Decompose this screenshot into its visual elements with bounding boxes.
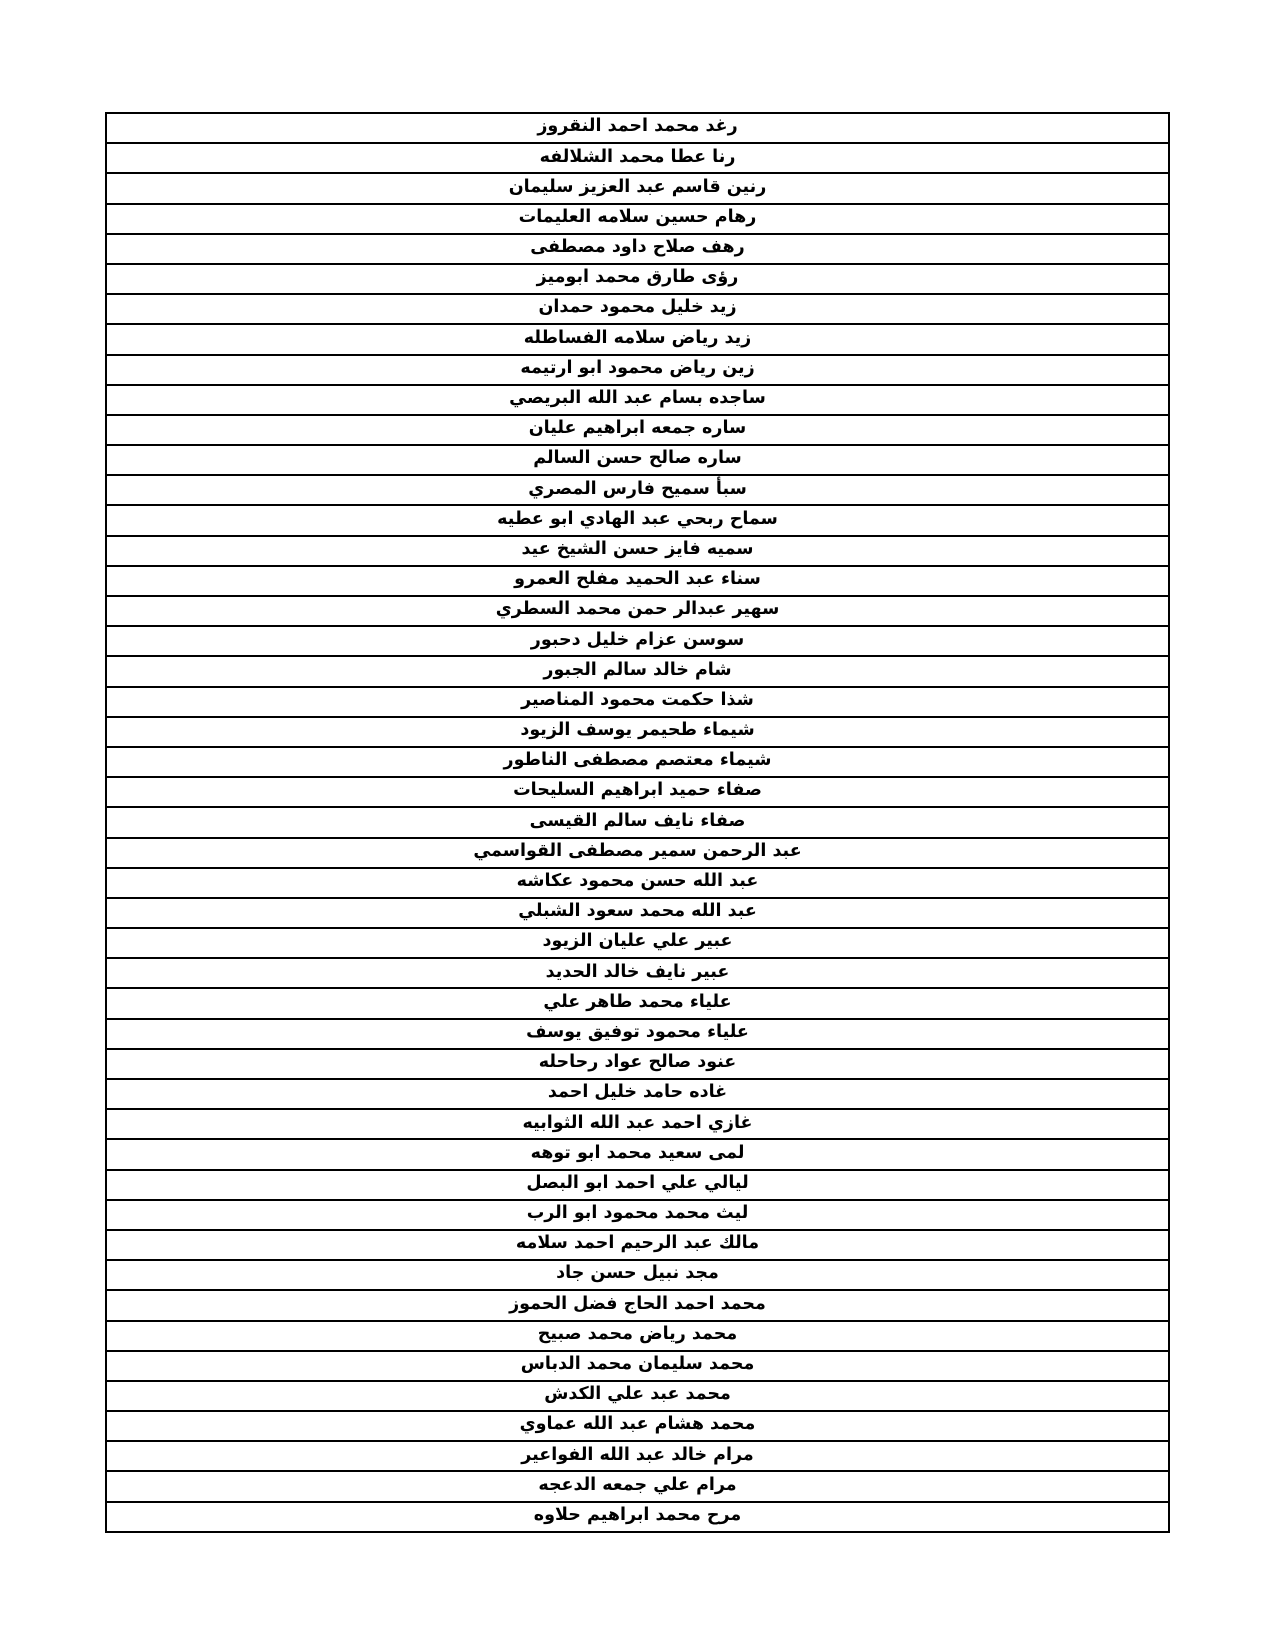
name-cell: رهف صلاح داود مصطفى	[530, 237, 745, 258]
table-row: زيد خليل محمود حمدان	[107, 293, 1168, 323]
table-row: سميه فايز حسن الشيخ عيد	[107, 534, 1168, 565]
name-cell: غازي احمد عبد الله الثوابيه	[522, 1112, 753, 1133]
table-row: شام خالد سالم الجبور	[107, 655, 1168, 685]
table-row: مالك عبد الرحيم احمد سلامه	[107, 1228, 1168, 1259]
table-row: ساره جمعه ابراهيم عليان	[107, 413, 1168, 444]
table-row: رنا عطا محمد الشلالفه	[107, 142, 1168, 172]
name-cell: صفاء حميد ابراهيم السليحات	[513, 780, 762, 801]
name-cell: صفاء نايف سالم القيسى	[529, 810, 746, 831]
table-row: سهير عبدالر حمن محمد السطري	[107, 595, 1168, 625]
name-cell: مالك عبد الرحيم احمد سلامه	[515, 1233, 760, 1254]
name-cell: محمد سليمان محمد الدباس	[520, 1354, 755, 1375]
table-row: مجد نبيل حسن جاد	[107, 1259, 1168, 1289]
name-cell: سوسن عزام خليل دحبور	[530, 629, 745, 650]
name-cell: عبد الله محمد سعود الشبلي	[518, 901, 757, 922]
table-row: عبد الله حسن محمود عكاشه	[107, 866, 1168, 897]
name-cell: ساره صالح حسن السالم	[533, 448, 742, 469]
table-row: رهام حسين سلامه العليمات	[107, 202, 1168, 233]
name-cell: سماح ربحي عبد الهادي ابو عطيه	[497, 508, 778, 529]
table-row: لمى سعيد محمد ابو توهه	[107, 1138, 1168, 1168]
name-cell: ساجده بسام عبد الله البريصي	[509, 388, 766, 409]
table-row: زين رياض محمود ابو ارتيمه	[107, 353, 1168, 384]
table-row: زيد رياض سلامه الفساطله	[107, 323, 1168, 353]
name-cell: مجد نبيل حسن جاد	[556, 1263, 719, 1284]
name-cell: زين رياض محمود ابو ارتيمه	[520, 357, 755, 378]
table-row: علياء محمد طاهر علي	[107, 987, 1168, 1017]
name-cell: محمد عبد علي الكدش	[544, 1384, 731, 1405]
table-row: محمد عبد علي الكدش	[107, 1379, 1168, 1410]
table-row: غاده حامد خليل احمد	[107, 1078, 1168, 1108]
table-row: صفاء حميد ابراهيم السليحات	[107, 776, 1168, 806]
name-cell: علياء محمود توفيق يوسف	[526, 1021, 749, 1042]
table-row: شيماء طحيمر يوسف الزيود	[107, 715, 1168, 746]
table-row: مرام علي جمعه الدعجه	[107, 1470, 1168, 1500]
name-cell: رهام حسين سلامه العليمات	[518, 206, 757, 227]
table-row: ليالي علي احمد ابو البصل	[107, 1168, 1168, 1199]
name-cell: عبير علي عليان الزيود	[542, 931, 733, 952]
table-row: رهف صلاح داود مصطفى	[107, 232, 1168, 263]
name-cell: محمد هشام عبد الله عماوي	[519, 1414, 756, 1435]
table-row: سوسن عزام خليل دحبور	[107, 625, 1168, 655]
table-row: غازي احمد عبد الله الثوابيه	[107, 1108, 1168, 1138]
name-cell: سهير عبدالر حمن محمد السطري	[495, 599, 780, 620]
table-row: محمد احمد الحاج فضل الحموز	[107, 1289, 1168, 1319]
name-cell: ساره جمعه ابراهيم عليان	[528, 418, 747, 439]
table-row: شيماء معتصم مصطفى الناطور	[107, 745, 1168, 776]
name-cell: عبد الله حسن محمود عكاشه	[516, 871, 759, 892]
name-cell: لمى سعيد محمد ابو توهه	[530, 1142, 745, 1163]
name-cell: سبأ سميح فارس المصري	[528, 478, 747, 499]
name-cell: عنود صالح عواد رحاحله	[538, 1052, 737, 1073]
name-cell: ليث محمد محمود ابو الرب	[526, 1203, 749, 1224]
table-row: سماح ربحي عبد الهادي ابو عطيه	[107, 504, 1168, 534]
table-row: محمد هشام عبد الله عماوي	[107, 1410, 1168, 1440]
name-cell: شيماء طحيمر يوسف الزيود	[520, 720, 755, 741]
table-row: محمد سليمان محمد الدباس	[107, 1349, 1168, 1380]
table-row: رغد محمد احمد النقروز	[107, 114, 1168, 142]
name-cell: ليالي علي احمد ابو البصل	[526, 1172, 749, 1193]
table-row: علياء محمود توفيق يوسف	[107, 1017, 1168, 1048]
name-cell: شيماء معتصم مصطفى الناطور	[503, 750, 772, 771]
table-row: مرح محمد ابراهيم حلاوه	[107, 1500, 1168, 1531]
table-row: صفاء نايف سالم القيسى	[107, 806, 1168, 836]
table-row: عبير علي عليان الزيود	[107, 927, 1168, 957]
name-cell: مرام علي جمعه الدعجه	[538, 1474, 737, 1495]
name-cell: محمد رياض محمد صبيح	[537, 1323, 738, 1344]
name-cell: رنين قاسم عبد العزيز سليمان	[508, 176, 767, 197]
name-cell: شام خالد سالم الجبور	[543, 659, 732, 680]
name-cell: مرام خالد عبد الله الفواعير	[521, 1444, 754, 1465]
name-cell: زيد رياض سلامه الفساطله	[523, 327, 752, 348]
table-row: محمد رياض محمد صبيح	[107, 1319, 1168, 1350]
table-row: ساره صالح حسن السالم	[107, 444, 1168, 474]
table-row: سبأ سميح فارس المصري	[107, 474, 1168, 504]
table-row: عنود صالح عواد رحاحله	[107, 1047, 1168, 1078]
name-cell: سناء عبد الحميد مفلح العمرو	[514, 569, 761, 590]
name-cell: رنا عطا محمد الشلالفه	[539, 146, 736, 167]
table-row: ليث محمد محمود ابو الرب	[107, 1198, 1168, 1229]
name-cell: رؤى طارق محمد ابوميز	[536, 267, 739, 288]
name-cell: سميه فايز حسن الشيخ عيد	[521, 538, 754, 559]
table-row: ساجده بسام عبد الله البريصي	[107, 383, 1168, 414]
name-cell: محمد احمد الحاج فضل الحموز	[509, 1293, 766, 1314]
name-cell: علياء محمد طاهر علي	[543, 991, 732, 1012]
table-row: رؤى طارق محمد ابوميز	[107, 262, 1168, 293]
table-row: عبد الرحمن سمير مصطفى القواسمي	[107, 836, 1168, 867]
name-cell: زيد خليل محمود حمدان	[538, 297, 737, 318]
name-cell: عبير نايف خالد الحديد	[545, 961, 730, 982]
name-cell: عبد الرحمن سمير مصطفى القواسمي	[473, 840, 802, 861]
names-table: رغد محمد احمد النقروز رنا عطا محمد الشلا…	[105, 112, 1170, 1533]
table-row: شذا حكمت محمود المناصير	[107, 685, 1168, 716]
name-cell: غاده حامد خليل احمد	[547, 1082, 728, 1103]
table-row: سناء عبد الحميد مفلح العمرو	[107, 564, 1168, 595]
table-row: عبد الله محمد سعود الشبلي	[107, 896, 1168, 927]
name-cell: مرح محمد ابراهيم حلاوه	[533, 1504, 742, 1525]
name-cell: رغد محمد احمد النقروز	[537, 116, 738, 137]
table-row: مرام خالد عبد الله الفواعير	[107, 1440, 1168, 1470]
name-cell: شذا حكمت محمود المناصير	[521, 689, 754, 710]
table-row: رنين قاسم عبد العزيز سليمان	[107, 172, 1168, 202]
table-row: عبير نايف خالد الحديد	[107, 957, 1168, 987]
